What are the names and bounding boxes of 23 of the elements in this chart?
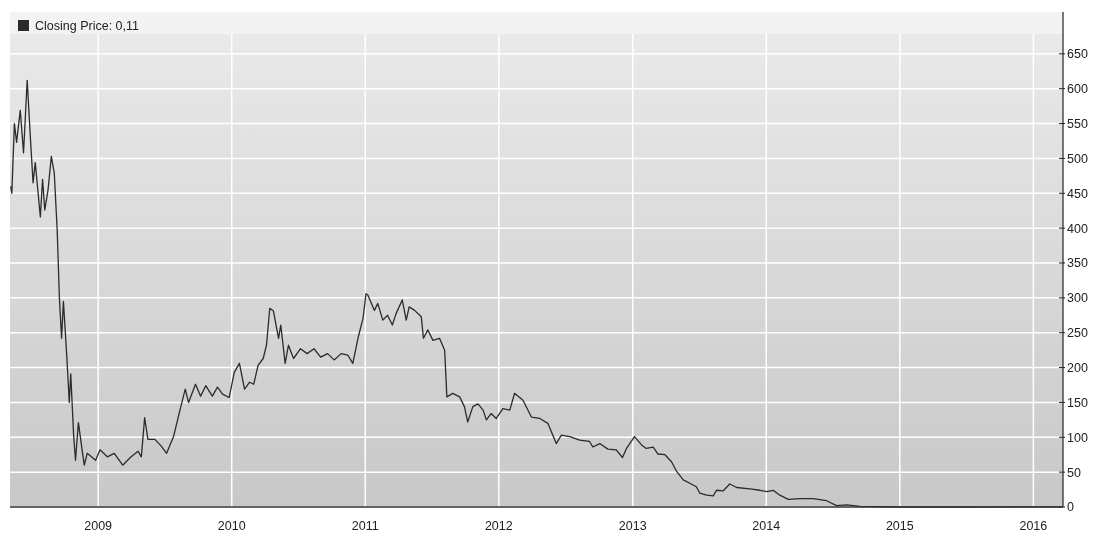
y-tick-label: 350 [1067, 256, 1088, 271]
y-tick-label: 450 [1067, 186, 1088, 201]
y-tick-label: 300 [1067, 291, 1088, 306]
legend-label: Closing Price: 0,11 [35, 19, 140, 33]
y-tick-label: 500 [1067, 151, 1088, 166]
x-tick-label: 2010 [217, 519, 246, 533]
x-tick-label: 2016 [1019, 519, 1048, 533]
y-tick-label: 150 [1067, 395, 1088, 410]
y-tick-label: 400 [1067, 221, 1088, 236]
x-tick-label: 2009 [84, 519, 113, 533]
x-tick-label: 2015 [885, 519, 914, 533]
y-tick-label: 250 [1067, 326, 1088, 341]
x-tick-label: 2014 [752, 519, 781, 533]
x-tick-label: 2012 [484, 519, 513, 533]
y-tick-label: 650 [1067, 47, 1088, 62]
y-tick-label: 0 [1067, 500, 1074, 515]
y-tick-label: 550 [1067, 116, 1088, 131]
y-tick-label: 100 [1067, 430, 1088, 445]
y-tick-label: 50 [1067, 465, 1081, 480]
y-tick-label: 200 [1067, 360, 1088, 375]
x-tick-label: 2013 [618, 519, 647, 533]
x-tick-label: 2011 [351, 519, 379, 533]
y-tick-label: 600 [1067, 82, 1088, 97]
